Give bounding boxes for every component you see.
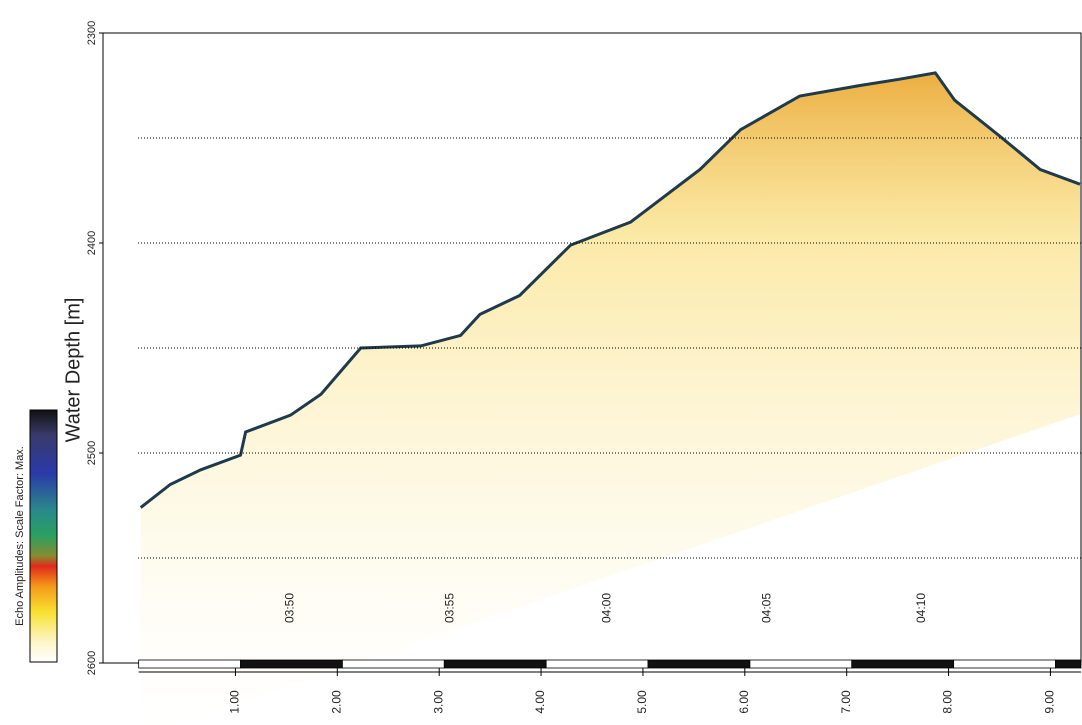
- echo-area: [140, 72, 1080, 725]
- x-tick-label: 5.00: [635, 690, 649, 714]
- scale-bar-segment: [545, 659, 649, 669]
- x-tick-label: 3.00: [431, 690, 445, 714]
- scale-bar-segment: [749, 659, 853, 669]
- x-tick-label: 2.00: [329, 690, 343, 714]
- x-tick-label: 7.00: [839, 690, 853, 714]
- scale-bar-segment: [240, 659, 343, 669]
- scale-bar-segment: [647, 659, 751, 669]
- scale-bar-segment: [1055, 659, 1082, 669]
- y-tick-label: 2500: [86, 441, 98, 465]
- seafloor-line: [139, 71, 1081, 509]
- y-tick-label: 2300: [86, 21, 98, 45]
- scale-bar-segment: [851, 659, 955, 669]
- y-tick-label: 2400: [86, 231, 98, 255]
- time-label: 04:10: [914, 593, 928, 623]
- x-tick-label: 4.00: [533, 690, 547, 714]
- colorbar: [29, 409, 58, 663]
- scale-bar-segment: [443, 659, 547, 669]
- colorbar-label: Echo Amplitudes: Scale Factor: Max.: [14, 446, 26, 626]
- y-tick-label: 2600: [86, 651, 98, 675]
- x-tick-label: 8.00: [941, 690, 955, 714]
- time-label: 04:00: [599, 593, 613, 623]
- scale-bar-segment: [138, 659, 241, 669]
- time-label: 03:50: [283, 593, 297, 623]
- scale-bar-segment: [342, 659, 445, 669]
- time-label: 03:55: [443, 593, 457, 623]
- x-tick-label: 1.00: [228, 690, 242, 714]
- x-tick-label: 6.00: [737, 690, 751, 714]
- time-label: 04:05: [759, 593, 773, 623]
- scale-bar-segment: [953, 659, 1056, 669]
- y-axis-label: Water Depth [m]: [62, 298, 84, 443]
- x-tick-label: 9.00: [1043, 690, 1057, 714]
